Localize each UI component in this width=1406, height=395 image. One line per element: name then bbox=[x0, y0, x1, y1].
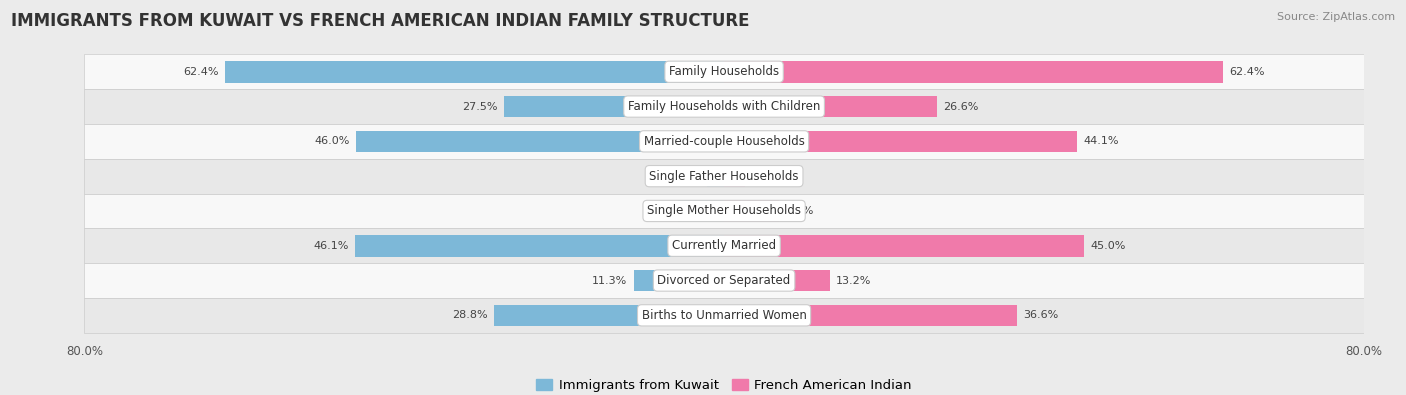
Bar bbox=[84, 228, 1364, 263]
Bar bbox=[84, 124, 1364, 159]
Bar bbox=[724, 235, 1084, 256]
Text: Married-couple Households: Married-couple Households bbox=[644, 135, 804, 148]
Text: 45.0%: 45.0% bbox=[1090, 241, 1126, 251]
Bar bbox=[356, 131, 724, 152]
Text: 27.5%: 27.5% bbox=[463, 102, 498, 111]
Text: 28.8%: 28.8% bbox=[451, 310, 488, 320]
Bar bbox=[724, 166, 745, 187]
Text: 62.4%: 62.4% bbox=[183, 67, 219, 77]
Bar bbox=[724, 96, 936, 117]
Bar bbox=[84, 89, 1364, 124]
Text: Divorced or Separated: Divorced or Separated bbox=[658, 274, 790, 287]
Text: 2.1%: 2.1% bbox=[672, 171, 702, 181]
Bar bbox=[356, 235, 724, 256]
Bar bbox=[724, 305, 1017, 326]
Bar bbox=[84, 263, 1364, 298]
Bar bbox=[225, 61, 724, 83]
Bar bbox=[724, 270, 830, 292]
Text: Currently Married: Currently Married bbox=[672, 239, 776, 252]
Bar bbox=[678, 200, 724, 222]
Legend: Immigrants from Kuwait, French American Indian: Immigrants from Kuwait, French American … bbox=[531, 374, 917, 395]
Bar bbox=[84, 298, 1364, 333]
Bar bbox=[505, 96, 724, 117]
Bar bbox=[724, 200, 779, 222]
Text: 13.2%: 13.2% bbox=[837, 276, 872, 286]
Text: 5.8%: 5.8% bbox=[643, 206, 671, 216]
Bar bbox=[84, 194, 1364, 228]
Bar bbox=[724, 61, 1223, 83]
Text: 36.6%: 36.6% bbox=[1024, 310, 1059, 320]
Bar bbox=[707, 166, 724, 187]
Text: 62.4%: 62.4% bbox=[1229, 67, 1265, 77]
Text: 11.3%: 11.3% bbox=[592, 276, 627, 286]
Text: Family Households with Children: Family Households with Children bbox=[628, 100, 820, 113]
Text: 2.6%: 2.6% bbox=[751, 171, 780, 181]
Text: IMMIGRANTS FROM KUWAIT VS FRENCH AMERICAN INDIAN FAMILY STRUCTURE: IMMIGRANTS FROM KUWAIT VS FRENCH AMERICA… bbox=[11, 12, 749, 30]
Bar bbox=[494, 305, 724, 326]
Text: 44.1%: 44.1% bbox=[1083, 136, 1119, 147]
Text: Single Father Households: Single Father Households bbox=[650, 169, 799, 182]
Text: 46.1%: 46.1% bbox=[314, 241, 349, 251]
Text: Single Mother Households: Single Mother Households bbox=[647, 205, 801, 218]
Text: 6.9%: 6.9% bbox=[786, 206, 814, 216]
Text: 26.6%: 26.6% bbox=[943, 102, 979, 111]
Text: 46.0%: 46.0% bbox=[315, 136, 350, 147]
Bar bbox=[84, 55, 1364, 89]
Text: Births to Unmarried Women: Births to Unmarried Women bbox=[641, 309, 807, 322]
Bar bbox=[724, 131, 1077, 152]
Text: Source: ZipAtlas.com: Source: ZipAtlas.com bbox=[1277, 12, 1395, 22]
Text: Family Households: Family Households bbox=[669, 65, 779, 78]
Bar bbox=[634, 270, 724, 292]
Bar bbox=[84, 159, 1364, 194]
